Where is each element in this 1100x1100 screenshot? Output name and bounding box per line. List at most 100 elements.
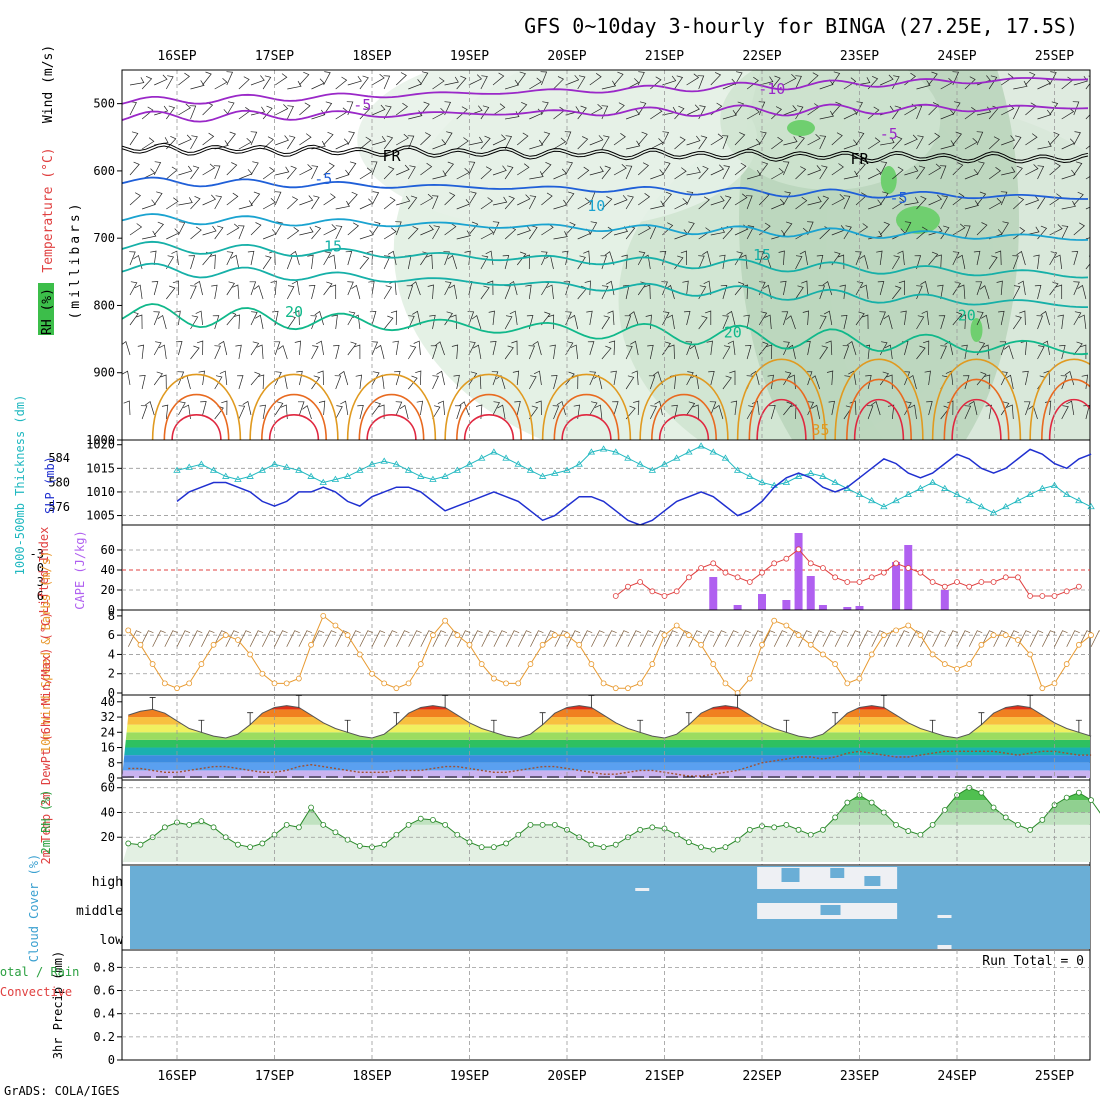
data-point xyxy=(782,478,791,485)
wind10m-barb xyxy=(201,630,215,647)
wind-barb xyxy=(625,165,633,180)
wind-barb xyxy=(468,341,476,356)
cloud-gap xyxy=(937,945,952,949)
wind-barb xyxy=(939,165,947,180)
wind-barb xyxy=(887,404,895,420)
wind-barb xyxy=(287,196,299,210)
wind-barb xyxy=(565,191,575,206)
temperature-band xyxy=(122,770,1090,778)
wind-barb xyxy=(831,251,841,266)
wind-barb xyxy=(212,315,220,330)
wind10m-barb xyxy=(1005,630,1019,647)
temperature-contour-warm xyxy=(1029,358,1090,440)
wind-barb xyxy=(843,225,852,240)
wind-barb xyxy=(613,133,626,146)
wind-barb xyxy=(383,75,391,90)
wind-barb xyxy=(432,225,441,240)
wind-barb xyxy=(624,315,632,330)
wind-barb xyxy=(795,75,802,90)
data-point xyxy=(137,841,144,848)
wind-barb xyxy=(686,191,694,206)
wind-barb xyxy=(1073,281,1080,296)
data-point xyxy=(320,821,327,828)
wind-barb xyxy=(250,131,258,146)
data-point xyxy=(612,448,620,455)
wind-barb xyxy=(1049,224,1063,236)
wind-barb xyxy=(526,315,534,330)
wind-barb xyxy=(823,310,833,326)
wind-barb xyxy=(407,165,416,180)
wind-barb xyxy=(1073,311,1082,326)
data-point xyxy=(941,484,949,491)
data-point xyxy=(588,661,595,667)
wind-barb xyxy=(371,341,379,356)
wind-barb xyxy=(541,311,551,326)
wind-barb xyxy=(329,284,337,299)
wind-barb xyxy=(351,284,361,300)
wind-barb xyxy=(962,375,970,390)
wind-barb xyxy=(683,311,691,326)
minmax-bar xyxy=(637,719,644,733)
data-point xyxy=(478,661,485,667)
wind-barb xyxy=(686,104,700,116)
wind-barb xyxy=(153,341,162,356)
wind10m-barb xyxy=(822,630,837,647)
wind-barb xyxy=(625,345,633,360)
wind-barb xyxy=(299,133,312,146)
wind-barb xyxy=(799,250,808,266)
wind10m-barb xyxy=(310,630,325,647)
data-point xyxy=(856,579,863,585)
wind-barb xyxy=(607,310,615,326)
temperature2m-axis-label: 2m Temp 2m DewPt (6hr Min/Max) (°C) xyxy=(39,612,53,865)
wind10m-barb xyxy=(1078,630,1093,647)
contour-label: -10 xyxy=(758,80,785,98)
wind-barb xyxy=(928,163,942,176)
wind10m-barb xyxy=(725,630,739,647)
wind-barb xyxy=(650,169,665,180)
tick-label: 0 xyxy=(108,1053,115,1067)
wind-barb xyxy=(795,196,808,210)
temperature-contour-warm xyxy=(651,393,717,440)
data-point xyxy=(771,560,778,567)
wind-barb xyxy=(190,345,200,360)
wind-barb xyxy=(1066,400,1075,416)
wind-barb xyxy=(584,280,591,296)
wind-barb xyxy=(262,75,272,90)
wind-barb xyxy=(956,254,966,270)
wind-barb xyxy=(144,401,155,416)
wind-barb xyxy=(432,170,447,180)
wind-barb xyxy=(1034,285,1042,300)
wind-barb xyxy=(928,225,943,236)
data-point xyxy=(1027,826,1034,833)
wind-barb xyxy=(171,250,179,266)
wind10m-barb xyxy=(1066,630,1080,647)
wind-barb xyxy=(407,135,415,150)
wind-barb xyxy=(922,340,930,356)
wind-barb xyxy=(734,281,745,296)
wind-barb xyxy=(525,284,532,300)
wind-barb xyxy=(988,197,1002,210)
wind-barb xyxy=(213,165,221,180)
wind-barb xyxy=(1061,225,1069,240)
wind-barb xyxy=(593,374,603,390)
wind10m-barb xyxy=(773,630,788,647)
wind-barb xyxy=(123,400,131,416)
wind10m-barb xyxy=(213,630,227,647)
data-point xyxy=(637,680,644,687)
data-point xyxy=(807,560,814,567)
wind-barb xyxy=(952,251,960,266)
wind-barb xyxy=(1003,345,1014,360)
wind-barb xyxy=(722,315,729,330)
wind-barb xyxy=(937,284,944,300)
wind-barb xyxy=(150,250,157,266)
wind10m-barb xyxy=(688,630,703,647)
wind-barb xyxy=(668,344,675,360)
wind-barb xyxy=(940,140,955,150)
data-point xyxy=(186,821,193,828)
date-label-bottom: 23SEP xyxy=(840,1069,879,1084)
wind-barb xyxy=(129,131,139,146)
wind-barb xyxy=(1071,251,1079,266)
wind-barb xyxy=(795,255,803,270)
wind-barb xyxy=(250,75,265,86)
wind-barb xyxy=(202,194,216,206)
